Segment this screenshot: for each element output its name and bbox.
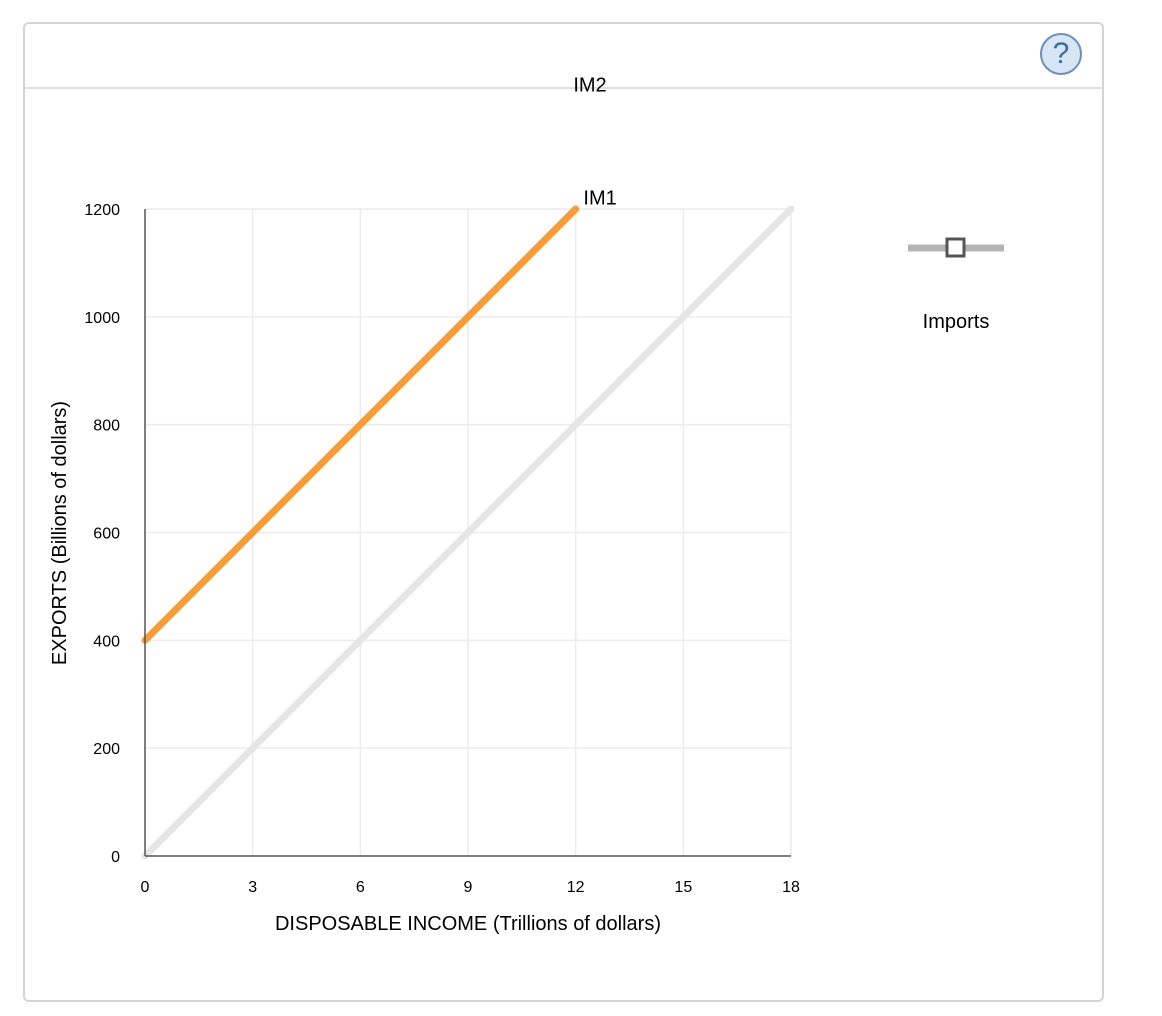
x-tick-label: 15 xyxy=(674,879,692,896)
y-tick-label: 400 xyxy=(93,633,120,650)
series-line-im2[interactable] xyxy=(141,205,580,644)
series-label-im2: IM2 xyxy=(573,74,606,96)
y-tick-label: 1200 xyxy=(84,202,120,219)
series-line-im1[interactable] xyxy=(141,205,795,860)
series-labels: IM1 IM2 xyxy=(573,74,616,209)
panel-header: ? xyxy=(25,24,1102,89)
x-tick-label: 18 xyxy=(782,879,800,896)
series-label-im1: IM1 xyxy=(583,188,616,210)
legend-label: Imports xyxy=(923,311,990,333)
tick-labels: 0 3 6 9 12 15 18 0 200 400 600 800 1000 1200 xyxy=(84,202,800,896)
x-axis-title: DISPOSABLE INCOME (Trillions of dollars) xyxy=(275,913,661,935)
x-tick-label: 3 xyxy=(248,879,257,896)
y-tick-label: 200 xyxy=(93,741,120,758)
graph-panel: ? xyxy=(23,22,1104,1002)
legend-square-marker-icon[interactable] xyxy=(945,237,966,258)
legend: Imports xyxy=(908,237,1004,333)
y-tick-label: 600 xyxy=(93,526,120,543)
x-tick-label: 6 xyxy=(356,879,365,896)
series-lines xyxy=(141,205,795,860)
x-tick-label: 0 xyxy=(141,879,150,896)
x-tick-label: 9 xyxy=(464,879,473,896)
y-axis-title: EXPORTS (Billions of dollars) xyxy=(49,401,71,665)
x-tick-label: 12 xyxy=(567,879,585,896)
y-tick-label: 0 xyxy=(111,849,120,866)
help-button[interactable]: ? xyxy=(1040,33,1082,75)
axes xyxy=(144,209,791,857)
y-tick-label: 1000 xyxy=(84,310,120,327)
y-tick-label: 800 xyxy=(93,418,120,435)
